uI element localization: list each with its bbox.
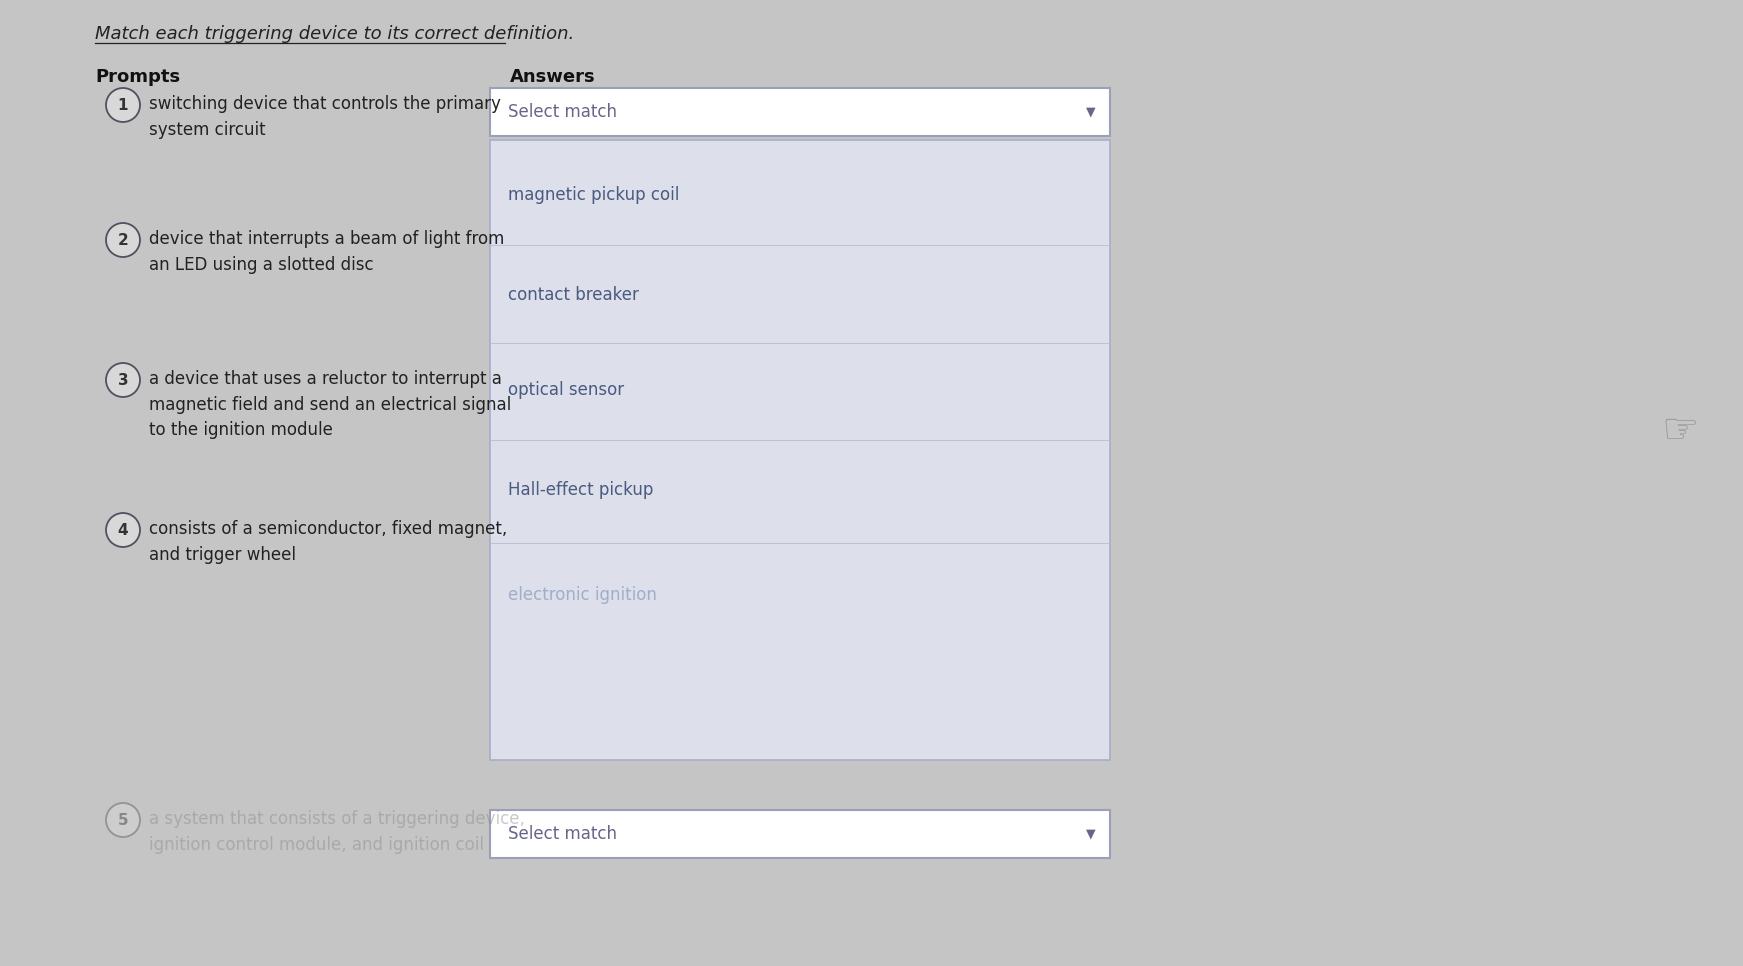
FancyBboxPatch shape	[490, 810, 1110, 858]
Text: consists of a semiconductor, fixed magnet,
and trigger wheel: consists of a semiconductor, fixed magne…	[148, 520, 507, 564]
Text: Answers: Answers	[511, 68, 596, 86]
FancyBboxPatch shape	[490, 88, 1110, 136]
Text: Select match: Select match	[507, 825, 617, 843]
Text: electronic ignition: electronic ignition	[507, 586, 657, 604]
Text: magnetic pickup coil: magnetic pickup coil	[507, 186, 680, 204]
Text: optical sensor: optical sensor	[507, 381, 624, 399]
Text: a system that consists of a triggering device,
ignition control module, and igni: a system that consists of a triggering d…	[148, 810, 525, 854]
Text: switching device that controls the primary
system circuit: switching device that controls the prima…	[148, 95, 500, 139]
Text: 2: 2	[117, 233, 129, 247]
Circle shape	[106, 803, 139, 837]
Text: Hall-effect pickup: Hall-effect pickup	[507, 481, 654, 499]
Text: ☞: ☞	[1661, 409, 1699, 451]
Text: 4: 4	[119, 523, 129, 537]
Circle shape	[106, 88, 139, 122]
Text: 5: 5	[119, 812, 129, 828]
Text: contact breaker: contact breaker	[507, 286, 640, 304]
Circle shape	[106, 223, 139, 257]
Text: Select match: Select match	[507, 103, 617, 121]
Text: a device that uses a reluctor to interrupt a
magnetic field and send an electric: a device that uses a reluctor to interru…	[148, 370, 511, 440]
Circle shape	[106, 363, 139, 397]
Circle shape	[106, 513, 139, 547]
Text: device that interrupts a beam of light from
an LED using a slotted disc: device that interrupts a beam of light f…	[148, 230, 504, 273]
Text: ▼: ▼	[1086, 105, 1096, 119]
FancyBboxPatch shape	[490, 140, 1110, 760]
Text: ▼: ▼	[1086, 828, 1096, 840]
Text: 3: 3	[119, 373, 129, 387]
Text: Match each triggering device to its correct definition.: Match each triggering device to its corr…	[96, 25, 573, 43]
Text: Prompts: Prompts	[96, 68, 180, 86]
Text: 1: 1	[119, 98, 129, 112]
